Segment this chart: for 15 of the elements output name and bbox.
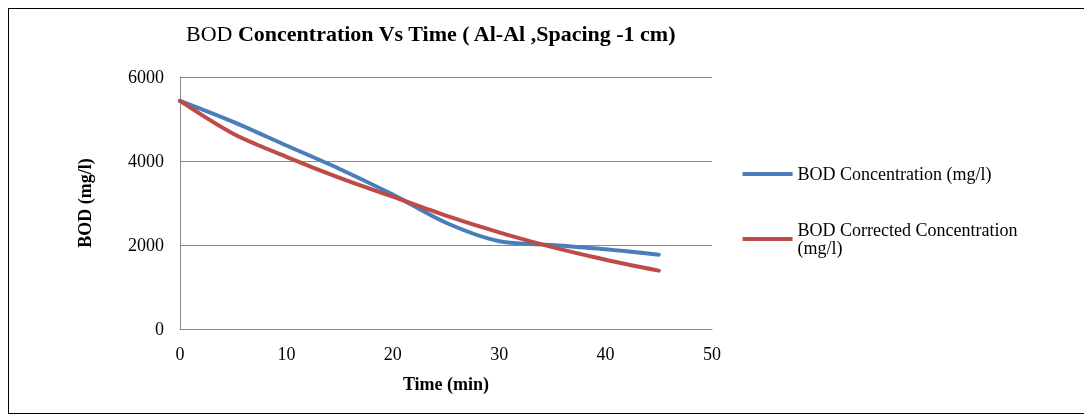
y-tick-label: 4000	[128, 151, 164, 171]
y-tick-label: 0	[155, 319, 164, 339]
x-tick-label: 20	[383, 344, 402, 364]
legend-label: BOD Concentration (mg/l)	[797, 164, 992, 185]
chart-title: BOD Concentration Vs Time ( Al-Al ,Spacing -1 cm)	[186, 20, 676, 46]
x-axis-title: Time (min)	[402, 374, 490, 395]
x-tick-label: 0	[175, 344, 185, 364]
y-tick-label: 2000	[128, 235, 164, 255]
x-tick-label: 50	[703, 344, 721, 364]
x-tick-label: 30	[490, 344, 509, 364]
x-tick-label: 40	[596, 344, 615, 364]
y-axis-title: BOD (mg/l)	[75, 158, 96, 248]
legend-label: BOD Corrected Concentration (mg/l)	[797, 220, 1022, 259]
y-tick-label: 6000	[128, 67, 164, 87]
x-tick-label: 10	[277, 344, 296, 364]
